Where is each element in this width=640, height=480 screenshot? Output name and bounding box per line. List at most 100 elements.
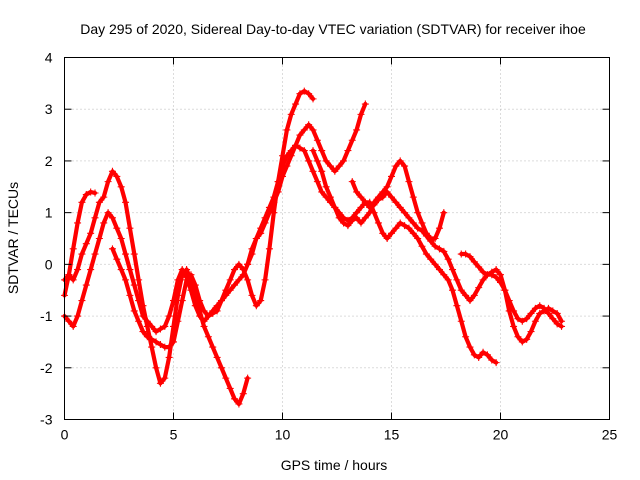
series-trace [271, 143, 499, 365]
data-point [357, 110, 365, 118]
data-point [510, 307, 518, 315]
data-point [87, 266, 95, 274]
data-point [475, 284, 483, 292]
data-point [466, 253, 474, 261]
data-point [283, 126, 291, 134]
data-point [156, 379, 164, 387]
data-point [296, 131, 304, 139]
axis-ticks [64, 57, 610, 420]
data-point [357, 193, 365, 201]
data-point [91, 214, 99, 222]
data-point [510, 322, 518, 330]
data-point [396, 157, 404, 165]
data-point [357, 203, 365, 211]
data-point [82, 191, 90, 199]
data-point [126, 266, 134, 274]
data-point [152, 328, 160, 336]
data-point [239, 266, 247, 274]
x-tick-label: 20 [493, 427, 509, 443]
data-point [322, 157, 330, 165]
series-trace [62, 189, 98, 298]
data-point [344, 147, 352, 155]
data-point [148, 343, 156, 351]
data-point [126, 291, 134, 299]
data-point [296, 144, 304, 152]
data-point [379, 193, 387, 201]
data-point [553, 309, 561, 317]
data-point [540, 304, 548, 312]
data-point [108, 214, 116, 222]
data-point [383, 235, 391, 242]
data-point [348, 216, 356, 224]
data-point [475, 263, 483, 271]
series-6 [270, 141, 500, 367]
data-point [392, 224, 400, 232]
data-point [231, 266, 239, 274]
data-point [122, 198, 130, 206]
data-point [514, 315, 522, 323]
data-point [479, 268, 487, 276]
data-point [113, 172, 121, 180]
data-point [300, 126, 308, 134]
data-point [69, 245, 77, 253]
data-point [104, 209, 112, 217]
data-point [100, 193, 108, 201]
data-point [122, 276, 130, 284]
data-point [292, 141, 300, 149]
data-point [357, 219, 365, 227]
x-tick-label: 25 [602, 427, 618, 443]
data-point [444, 255, 452, 263]
data-point [396, 219, 404, 227]
data-point [305, 90, 313, 98]
data-point [231, 281, 239, 289]
data-point [309, 167, 317, 175]
data-point [353, 126, 361, 134]
data-point [361, 100, 369, 108]
data-point [252, 302, 260, 310]
data-point [200, 317, 208, 325]
data-point [479, 276, 487, 284]
y-tick-label: -1 [40, 308, 53, 324]
data-point [492, 359, 500, 367]
data-point [488, 356, 496, 364]
data-point [204, 312, 212, 320]
data-point [231, 395, 239, 403]
data-point [453, 302, 461, 310]
data-point [492, 273, 500, 281]
data-point [135, 297, 143, 305]
data-point [409, 219, 417, 227]
data-point [388, 172, 395, 180]
data-point [318, 167, 326, 175]
data-series [61, 87, 566, 408]
series-8 [348, 178, 566, 346]
data-point [470, 351, 478, 359]
y-tick-label: -2 [40, 360, 53, 376]
data-point [501, 286, 509, 294]
data-point [431, 260, 439, 268]
data-point [178, 297, 186, 305]
plot-frame [64, 57, 610, 420]
data-point [462, 250, 470, 258]
data-point [235, 400, 243, 408]
data-point [322, 183, 330, 191]
data-point [531, 304, 539, 312]
data-point [235, 276, 243, 284]
data-point [130, 307, 138, 315]
data-point [87, 188, 95, 196]
data-point [518, 338, 526, 346]
data-point [558, 322, 566, 330]
data-point [361, 198, 369, 206]
data-point [130, 281, 138, 289]
data-point [279, 162, 286, 170]
data-point [78, 297, 86, 305]
data-point [401, 209, 409, 217]
data-point [344, 222, 352, 230]
data-point [392, 198, 400, 206]
data-point [213, 307, 221, 315]
data-point [100, 219, 108, 227]
data-point [257, 229, 265, 237]
data-point [239, 390, 247, 398]
x-axis-label: GPS time / hours [281, 457, 388, 473]
data-point [248, 250, 256, 258]
data-point [326, 162, 334, 170]
